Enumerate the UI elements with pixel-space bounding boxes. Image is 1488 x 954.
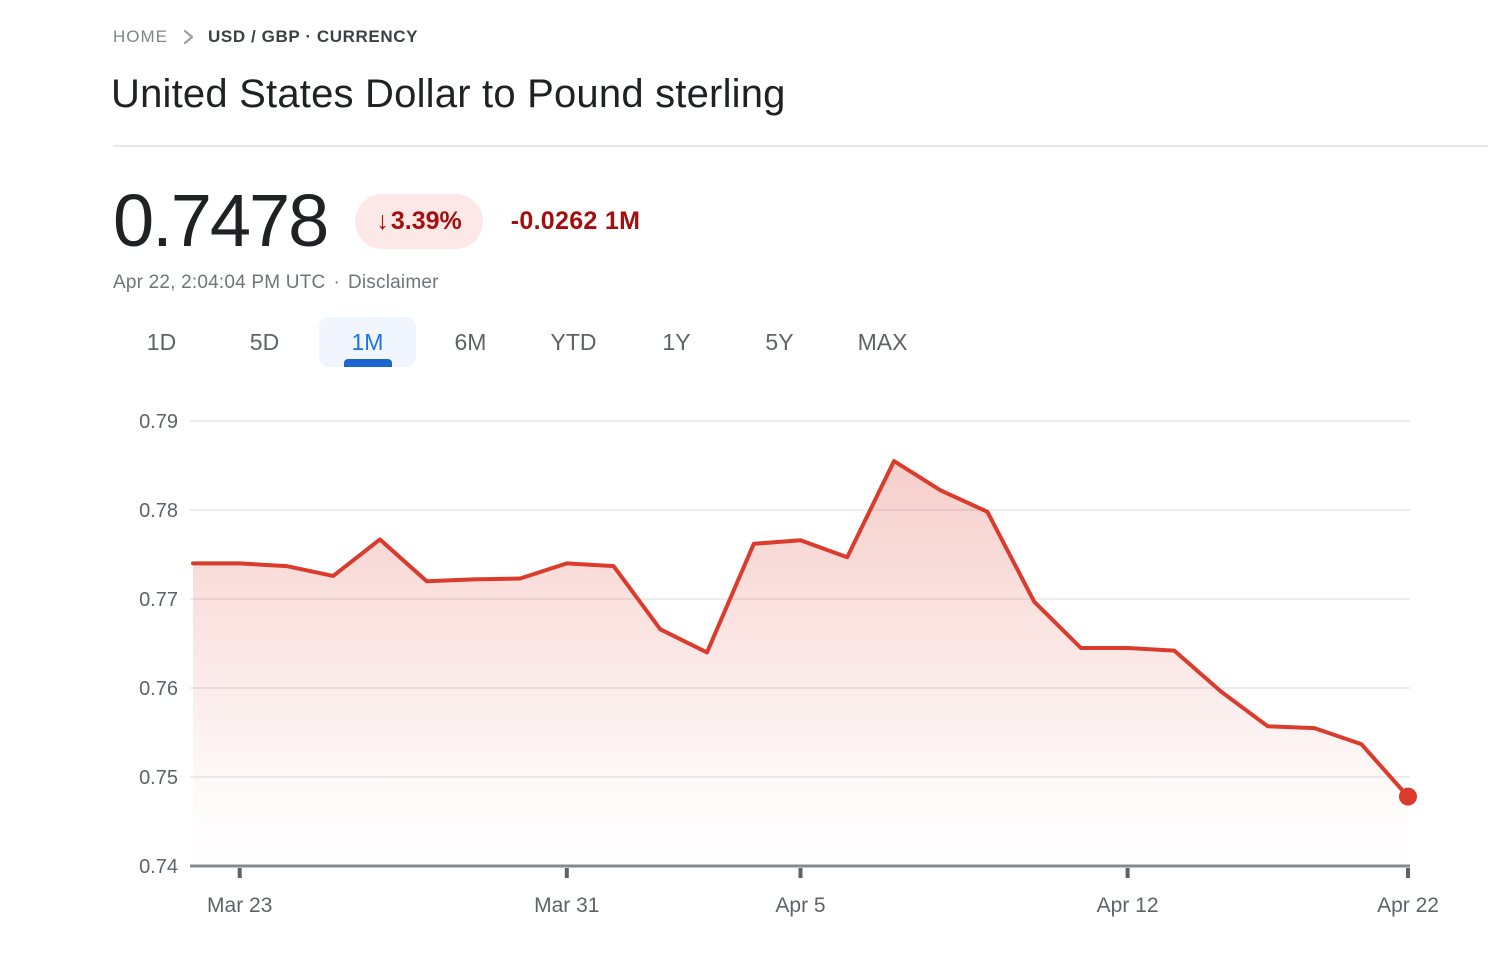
tab-label: 5Y [765,328,794,355]
tab-ytd[interactable]: YTD [525,317,622,367]
tab-max[interactable]: MAX [834,317,931,367]
x-axis-label: Apr 5 [775,894,825,917]
x-axis-label: Mar 31 [534,894,599,917]
y-axis-label: 0.77 [139,589,178,611]
title-divider [113,145,1488,147]
chart-area: 0.74 0.75 0.76 0.77 0.78 0.79 Mar 23 Mar 31 Apr … [0,400,1488,954]
tab-1m[interactable]: 1M [319,317,416,367]
tab-label: 1M [351,328,384,355]
y-axis-label: 0.75 [139,767,178,789]
chevron-right-icon [178,27,198,47]
tab-1y[interactable]: 1Y [628,317,725,367]
x-axis-tick [1406,868,1410,878]
x-axis-label: Apr 22 [1377,894,1439,917]
active-tab-underline [343,359,392,367]
x-axis-label: Mar 23 [207,894,272,917]
breadcrumb-home-link[interactable]: HOME [113,27,168,46]
quote-row: 0.7478 ↓ 3.39% -0.0262 1M [113,184,640,258]
tab-label: MAX [857,328,908,355]
y-axis-label: 0.78 [139,500,178,522]
page-title: United States Dollar to Pound sterling [111,72,786,116]
disclaimer-link[interactable]: Disclaimer [347,272,439,293]
series-area-fill [193,461,1408,866]
change-absolute: -0.0262 1M [510,206,641,235]
tab-6m[interactable]: 6M [422,317,519,367]
timestamp-separator: · [333,272,340,293]
tab-5d[interactable]: 5D [216,317,313,367]
y-axis-label: 0.74 [139,856,178,878]
current-price: 0.7478 [113,179,329,262]
x-axis-tick [564,868,569,878]
change-percent-badge: ↓ 3.39% [355,193,483,249]
tab-label: 1D [146,328,177,355]
x-axis-label: Apr 12 [1097,894,1159,917]
timestamp-row: Apr 22, 2:04:04 PM UTC · Disclaimer [113,272,439,294]
tab-label: 1Y [662,328,691,355]
last-point-marker [1399,787,1417,806]
tab-1d[interactable]: 1D [113,317,210,367]
x-axis-tick [237,868,242,878]
tab-label: 6M [454,328,487,355]
tab-5y[interactable]: 5Y [731,317,828,367]
tab-label: 5D [249,328,280,355]
series-line [191,459,1410,799]
y-axis-label: 0.79 [139,411,178,433]
y-axis-label: 0.76 [139,678,178,700]
range-tab-bar: 1D 5D 1M 6M YTD 1Y 5Y MAX [113,317,931,367]
x-axis-tick [798,868,803,878]
x-axis-tick [1125,868,1130,878]
down-arrow-icon: ↓ [376,206,389,235]
tab-label: YTD [550,328,597,355]
breadcrumb: HOME USD / GBP · CURRENCY [113,27,418,47]
breadcrumb-current: USD / GBP · CURRENCY [208,27,419,46]
price-chart[interactable]: 0.74 0.75 0.76 0.77 0.78 0.79 Mar 23 Mar 31 Apr … [0,400,1488,954]
quote-timestamp: Apr 22, 2:04:04 PM UTC [113,272,326,293]
change-percent-value: 3.39% [390,206,462,235]
